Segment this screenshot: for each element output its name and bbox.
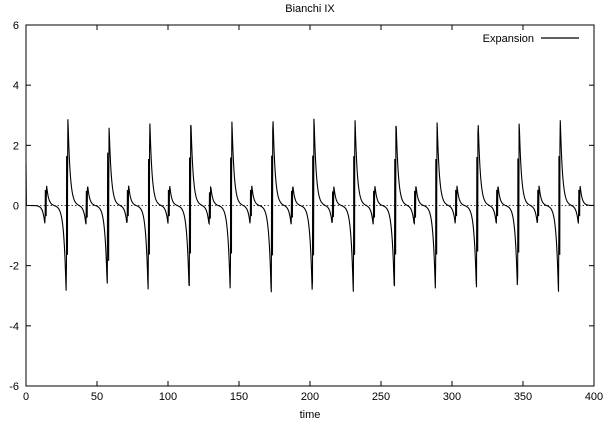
x-tick-label: 200 <box>301 391 319 403</box>
y-tick-label: 0 <box>13 201 19 213</box>
x-tick-label: 50 <box>91 391 103 403</box>
plot-frame <box>25 24 595 387</box>
x-tick-label: 100 <box>159 391 177 403</box>
axis-ticks: 0 50 100 150 200 250 300 350 400 -6 -4 -2 0 2 4 6 <box>9 20 603 403</box>
y-tick-label: -4 <box>9 321 19 333</box>
x-tick-label: 400 <box>585 391 603 403</box>
x-tick-label: 150 <box>230 391 248 403</box>
x-tick-label: 0 <box>23 391 29 403</box>
y-tick-label: 4 <box>13 80 19 92</box>
x-tick-label: 300 <box>443 391 461 403</box>
y-tick-label: -2 <box>9 261 19 273</box>
series-line-expansion <box>25 118 594 293</box>
legend-label-expansion: Expansion <box>483 33 534 45</box>
legend: Expansion <box>483 33 579 45</box>
series-layer <box>25 118 594 293</box>
x-tick-label: 350 <box>514 391 532 403</box>
y-tick-label: 2 <box>13 140 19 152</box>
y-tick-label: -6 <box>9 381 19 393</box>
y-tick-label: 6 <box>13 20 19 32</box>
x-tick-label: 250 <box>372 391 390 403</box>
x-axis-label: time <box>300 409 321 421</box>
chart-title: Bianchi IX <box>285 3 335 15</box>
